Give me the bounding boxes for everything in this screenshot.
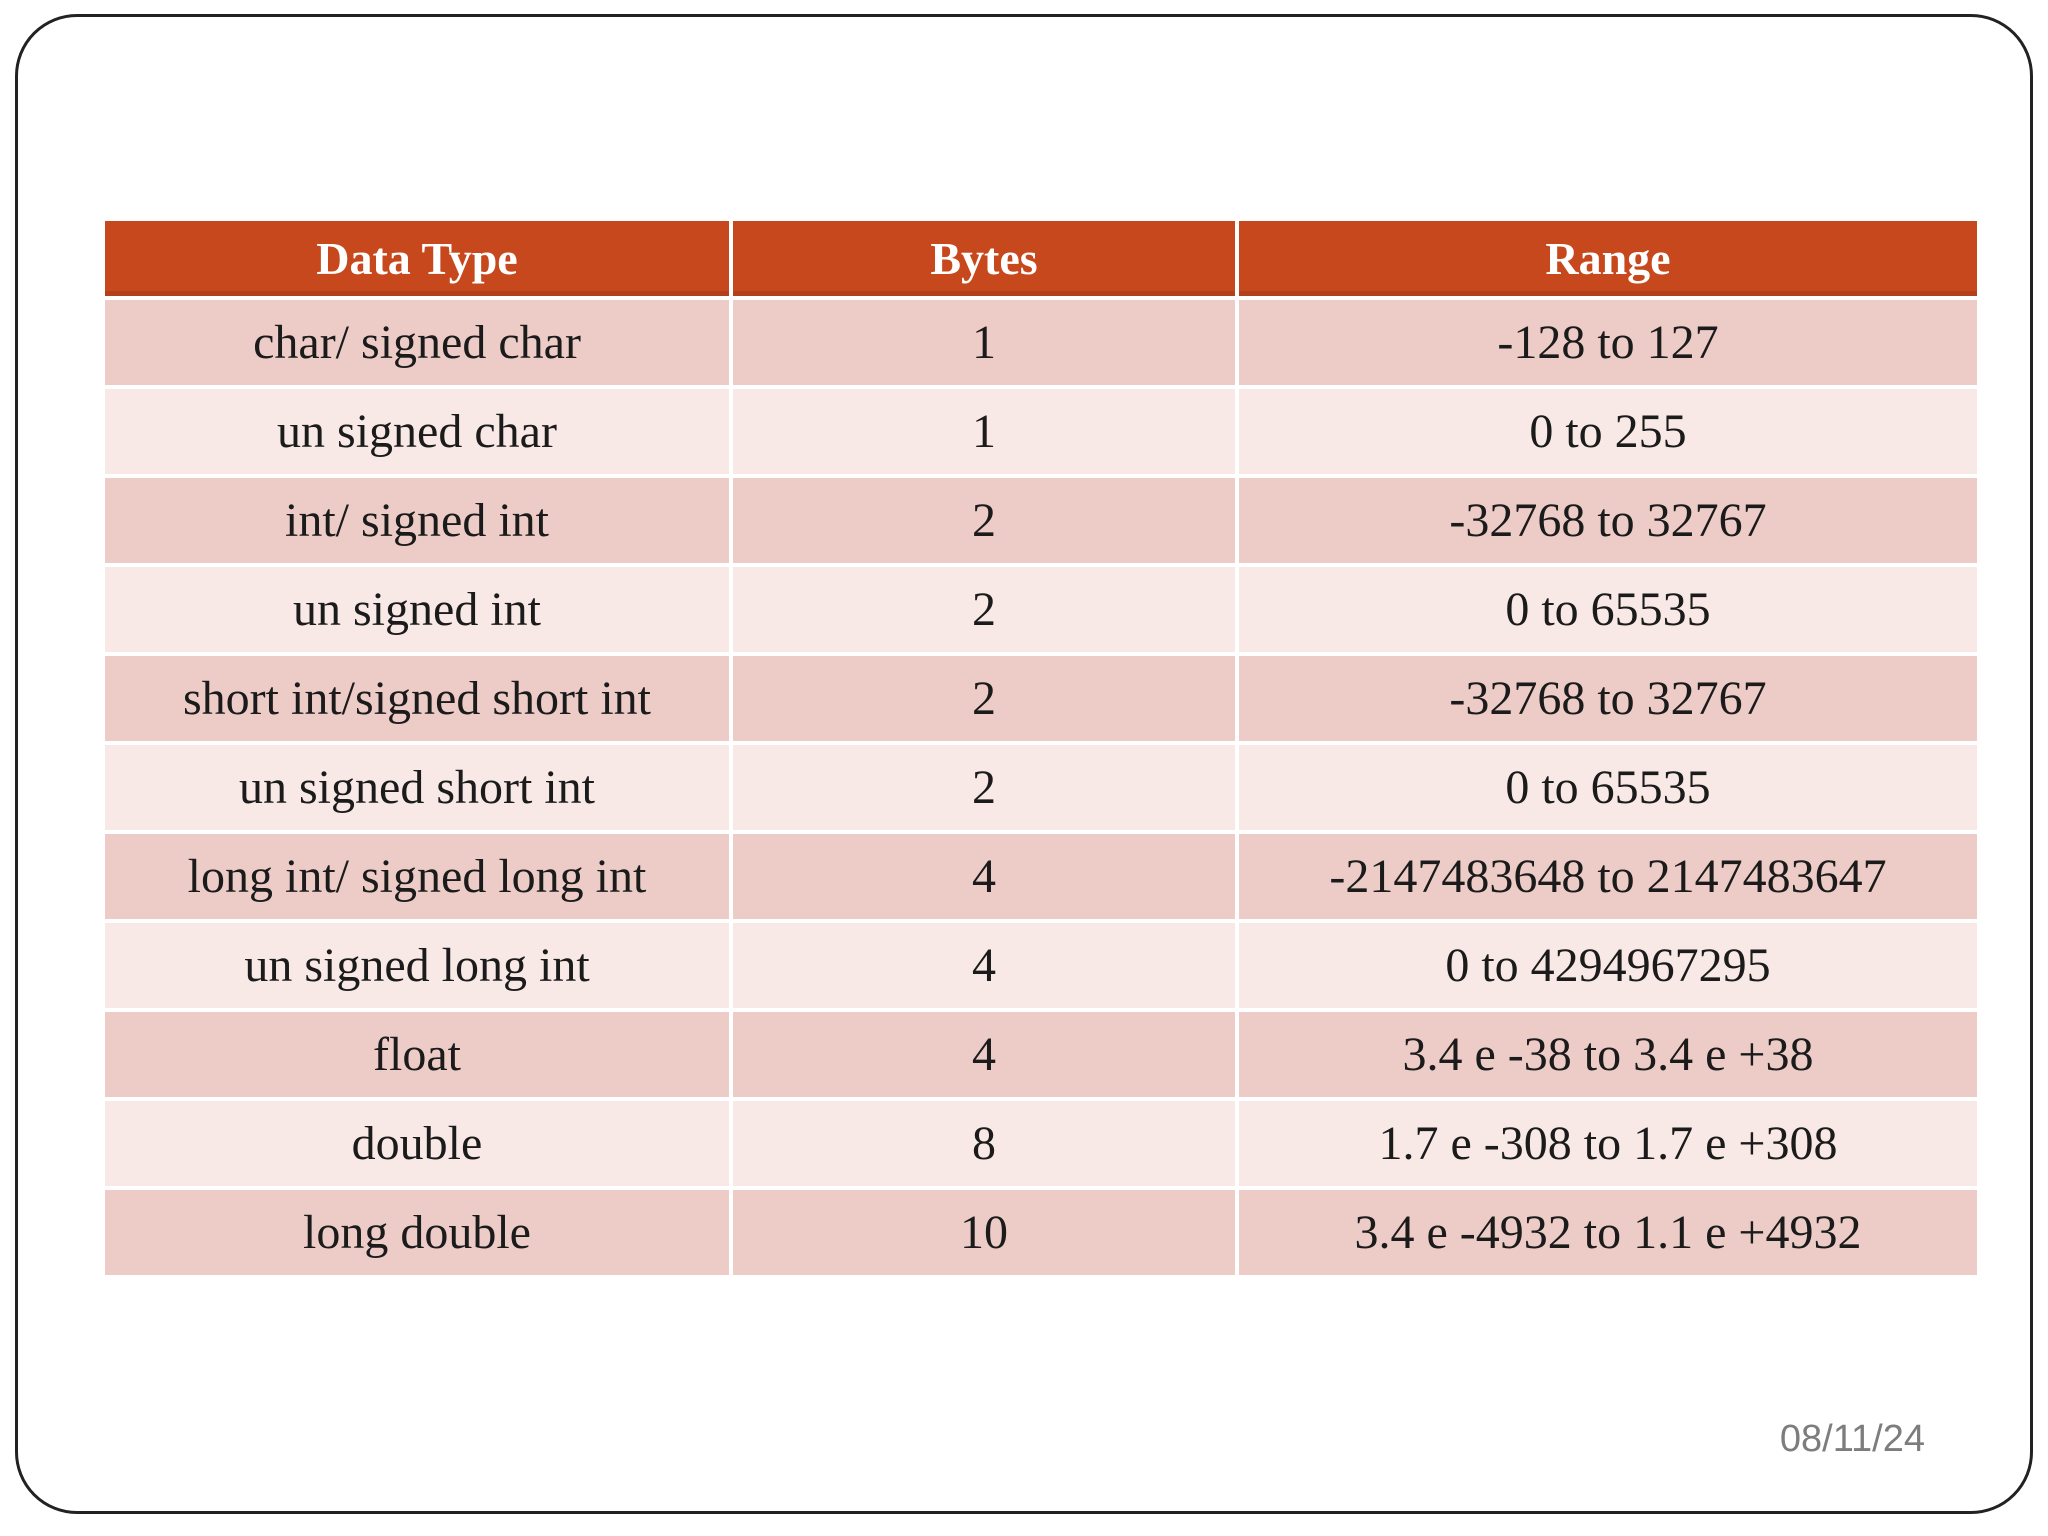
table-header: Data Type Bytes Range [105, 221, 1977, 300]
cell-datatype: long double [105, 1190, 733, 1279]
header-row: Data Type Bytes Range [105, 221, 1977, 300]
slide-date-label: 08/11/24 [1779, 1418, 1925, 1460]
cell-datatype: un signed char [105, 389, 733, 478]
table-body: char/ signed char 1 -128 to 127 un signe… [105, 300, 1977, 1279]
cell-bytes: 1 [733, 300, 1239, 389]
table-row: double 8 1.7 e -308 to 1.7 e +308 [105, 1101, 1977, 1190]
cell-range: -32768 to 32767 [1239, 478, 1977, 567]
table-row: short int/signed short int 2 -32768 to 3… [105, 656, 1977, 745]
table-row: int/ signed int 2 -32768 to 32767 [105, 478, 1977, 567]
cell-bytes: 8 [733, 1101, 1239, 1190]
cell-range: 0 to 65535 [1239, 745, 1977, 834]
cell-datatype: short int/signed short int [105, 656, 733, 745]
table-row: un signed short int 2 0 to 65535 [105, 745, 1977, 834]
column-header-bytes: Bytes [733, 221, 1239, 300]
cell-bytes: 4 [733, 834, 1239, 923]
cell-bytes: 4 [733, 1012, 1239, 1101]
cell-datatype: un signed long int [105, 923, 733, 1012]
cell-bytes: 2 [733, 745, 1239, 834]
cell-bytes: 4 [733, 923, 1239, 1012]
cell-range: 0 to 65535 [1239, 567, 1977, 656]
cell-range: -32768 to 32767 [1239, 656, 1977, 745]
cell-datatype: un signed int [105, 567, 733, 656]
cell-datatype: double [105, 1101, 733, 1190]
cell-datatype: long int/ signed long int [105, 834, 733, 923]
cell-range: 0 to 255 [1239, 389, 1977, 478]
cell-bytes: 2 [733, 656, 1239, 745]
data-types-table: Data Type Bytes Range char/ signed char … [105, 221, 1977, 1279]
table-row: long double 10 3.4 e -4932 to 1.1 e +493… [105, 1190, 1977, 1279]
cell-datatype: un signed short int [105, 745, 733, 834]
cell-datatype: int/ signed int [105, 478, 733, 567]
column-header-range: Range [1239, 221, 1977, 300]
cell-range: 1.7 e -308 to 1.7 e +308 [1239, 1101, 1977, 1190]
cell-range: 3.4 e -4932 to 1.1 e +4932 [1239, 1190, 1977, 1279]
cell-range: 3.4 e -38 to 3.4 e +38 [1239, 1012, 1977, 1101]
cell-bytes: 1 [733, 389, 1239, 478]
cell-bytes: 10 [733, 1190, 1239, 1279]
cell-datatype: char/ signed char [105, 300, 733, 389]
table-row: un signed int 2 0 to 65535 [105, 567, 1977, 656]
cell-bytes: 2 [733, 478, 1239, 567]
cell-bytes: 2 [733, 567, 1239, 656]
table-row: un signed long int 4 0 to 4294967295 [105, 923, 1977, 1012]
table-row: float 4 3.4 e -38 to 3.4 e +38 [105, 1012, 1977, 1101]
table-row: long int/ signed long int 4 -2147483648 … [105, 834, 1977, 923]
table-row: char/ signed char 1 -128 to 127 [105, 300, 1977, 389]
table-row: un signed char 1 0 to 255 [105, 389, 1977, 478]
cell-datatype: float [105, 1012, 733, 1101]
column-header-datatype: Data Type [105, 221, 733, 300]
cell-range: 0 to 4294967295 [1239, 923, 1977, 1012]
cell-range: -2147483648 to 2147483647 [1239, 834, 1977, 923]
cell-range: -128 to 127 [1239, 300, 1977, 389]
